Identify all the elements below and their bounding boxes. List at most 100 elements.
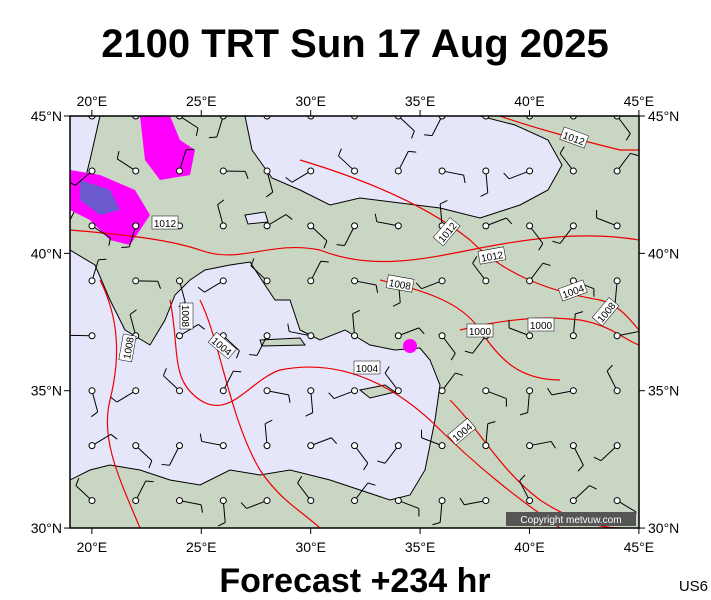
barb [485,423,489,446]
barb-station [307,497,315,505]
lon-label: 30°E [295,539,326,555]
barb [179,116,199,129]
barb-flag [110,396,118,403]
barb-station [351,222,359,230]
barb-station [613,332,621,340]
barb-station [219,222,227,230]
barb-flag [233,370,242,373]
isobar-label-bg [353,360,381,375]
lat-label: 35°N [31,383,62,399]
isobar-label-text: 1012 [154,219,177,230]
isobar-label: 1004 [353,360,381,375]
barb-flag [338,148,342,157]
barb-flag [377,460,386,464]
barb [344,225,356,246]
barb-flag [287,323,290,332]
wind-barbs [70,108,639,527]
barb [529,225,544,244]
barb-station [263,387,271,395]
barb [266,390,289,396]
isobar-label: 1012 [477,246,507,265]
barb [384,372,399,392]
barb-flag [305,412,313,417]
barb [91,433,112,447]
barb-flag [589,485,597,490]
barb-station [351,167,359,175]
barb-station [88,497,96,505]
barb [529,262,544,282]
barb [439,203,443,226]
isobar-label: 1000 [466,323,494,338]
barb-station [438,497,446,505]
barb [398,500,420,509]
lon-label: 35°E [405,93,436,109]
barb-station [394,497,402,505]
barb-station [438,332,446,340]
barb [573,116,575,117]
lon-label: 30°E [295,93,326,109]
barb [617,331,639,337]
barb-flag [459,497,465,506]
isobar-label-bg [559,126,589,149]
barb [250,265,268,282]
barb-flag [145,480,154,483]
barb-station [351,332,359,340]
barb [384,445,399,464]
barb-station [394,442,402,450]
barb [297,482,312,501]
isobar-label-bg [432,217,461,247]
lat-label: 40°N [31,245,62,261]
isobar-label-bg [558,279,588,302]
barb [376,221,399,227]
lon-label: 45°E [624,539,655,555]
isobar-label-bg [385,274,415,293]
barb-flag [328,392,335,399]
barb-flag [288,394,291,403]
barb-flag [249,354,258,356]
lon-label: 35°E [405,539,436,555]
lat-label: 35°N [648,383,679,399]
lon-label: 20°E [77,539,108,555]
barb-flag [594,108,599,114]
barb-flag [630,152,639,157]
barb-station [394,222,402,230]
barb-station [351,387,359,395]
barb-flag [264,419,273,425]
barb [616,500,637,513]
barb-flag [506,217,513,225]
barb [169,445,180,466]
barb-flag [384,366,390,374]
barb-station [613,442,621,450]
barb [91,390,99,413]
barb [266,214,287,227]
barb [179,324,199,337]
barb [310,437,332,447]
barb-station [526,222,534,230]
barb [519,480,531,501]
barb [616,116,631,134]
barb-flag [432,522,441,526]
barb-flag [90,411,98,418]
barb-flag [577,464,584,472]
barb-flag [250,258,255,267]
barb-flag [424,134,433,137]
barb-flag [575,311,584,315]
barb-station [176,442,184,450]
barb-station [219,442,227,450]
barb-station [482,222,490,230]
lon-label: 45°E [624,93,655,109]
barb-flag [336,244,345,246]
barb-flag [129,309,137,315]
lat-label: 45°N [648,108,679,124]
lat-label: 30°N [31,520,62,536]
barb-station [263,167,271,175]
barb [431,116,443,136]
barb-station [263,277,271,285]
barb [201,440,224,447]
barb-station [482,277,490,285]
isobar-label: 1008 [179,302,194,330]
barb [264,423,268,446]
barb [216,116,224,138]
